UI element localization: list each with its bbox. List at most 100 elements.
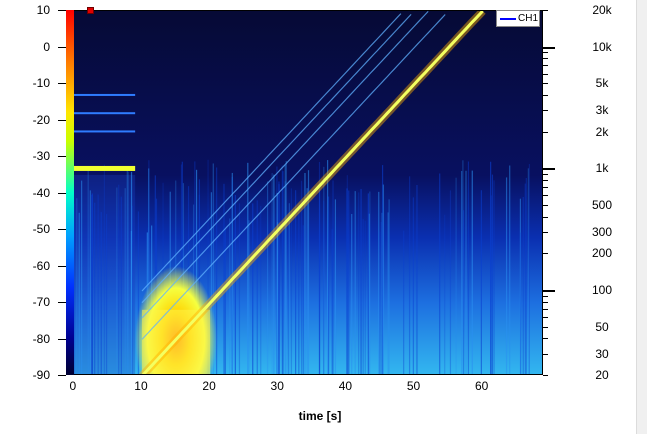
noise-streak bbox=[126, 168, 128, 374]
noise-streak bbox=[76, 198, 78, 374]
noise-streak bbox=[520, 232, 522, 374]
noise-streak bbox=[278, 181, 280, 374]
left-tick-label: -20 bbox=[32, 112, 50, 127]
noise-streak bbox=[105, 213, 108, 374]
noise-streak bbox=[351, 214, 353, 374]
noise-streak bbox=[247, 162, 249, 374]
right-tick-label: 2k bbox=[595, 124, 609, 139]
left-tick-mark bbox=[58, 119, 66, 121]
noise-streak bbox=[318, 189, 321, 374]
right-tick-label: 200 bbox=[591, 246, 613, 261]
noise-streak bbox=[467, 161, 470, 374]
noise-streak bbox=[524, 183, 526, 374]
noise-streak bbox=[281, 165, 283, 374]
noise-streak bbox=[284, 181, 286, 374]
noise-streak bbox=[525, 177, 527, 374]
bottom-tick-label: 20 bbox=[202, 379, 216, 393]
noise-streak bbox=[493, 180, 495, 374]
noise-streak bbox=[318, 161, 321, 374]
noise-streak bbox=[381, 212, 383, 374]
noise-streak bbox=[346, 175, 348, 374]
left-tick-mark bbox=[58, 10, 66, 11]
noise-streak bbox=[223, 183, 225, 374]
noise-streak bbox=[127, 171, 129, 374]
noise-streak bbox=[323, 166, 325, 374]
bottom-tick-label: 10 bbox=[134, 379, 148, 393]
noise-streak bbox=[367, 193, 369, 374]
noise-streak bbox=[379, 231, 381, 374]
noise-streak bbox=[382, 184, 384, 374]
right-tick-mark bbox=[543, 110, 548, 112]
noise-streak bbox=[78, 212, 80, 374]
right-tick-mark bbox=[543, 326, 548, 328]
legend[interactable]: CH1 bbox=[496, 10, 540, 27]
noise-streak bbox=[195, 169, 198, 374]
noise-streak bbox=[519, 198, 521, 374]
noise-streak bbox=[89, 190, 91, 374]
noise-streak bbox=[480, 190, 482, 374]
noise-streak bbox=[528, 164, 531, 374]
sweep-fundamental bbox=[141, 11, 484, 374]
noise-streak bbox=[461, 170, 463, 374]
right-tick-mark bbox=[543, 316, 548, 318]
noise-streak bbox=[444, 214, 446, 374]
noise-streak bbox=[118, 184, 120, 374]
noise-streak bbox=[284, 164, 286, 374]
noise-streak bbox=[290, 188, 293, 374]
left-tick-mark bbox=[58, 302, 66, 303]
noise-streak bbox=[81, 180, 83, 374]
right-tick-mark bbox=[543, 187, 548, 189]
noise-streak bbox=[369, 191, 371, 374]
noise-streak bbox=[408, 176, 411, 374]
noise-streak bbox=[327, 160, 329, 374]
noise-streak bbox=[87, 168, 89, 374]
bottom-tick-label: 40 bbox=[338, 379, 353, 393]
noise-streak bbox=[148, 168, 150, 374]
noise-streak bbox=[462, 160, 464, 374]
left-tick-mark bbox=[58, 83, 66, 84]
noise-streak bbox=[471, 170, 473, 374]
noise-streak bbox=[522, 196, 524, 374]
right-tick-label: 50 bbox=[595, 319, 609, 334]
noise-streak bbox=[97, 194, 99, 374]
right-tick-mark bbox=[543, 65, 548, 67]
left-tick-mark bbox=[58, 265, 66, 267]
spectrogram-plot-area[interactable] bbox=[66, 10, 543, 375]
right-tick-label: 500 bbox=[591, 197, 613, 212]
noise-streak bbox=[360, 189, 362, 374]
noise-streak bbox=[304, 172, 306, 374]
noise-streak bbox=[248, 220, 250, 374]
reference-tone bbox=[73, 112, 136, 115]
left-tick-mark bbox=[58, 46, 66, 48]
left-tick-mark bbox=[58, 229, 66, 230]
noise-streak bbox=[463, 210, 465, 374]
right-tick-mark bbox=[543, 58, 548, 60]
noise-streak bbox=[388, 199, 390, 374]
noise-streak bbox=[465, 170, 467, 374]
noise-streak bbox=[116, 187, 118, 374]
right-tick-label: 10k bbox=[592, 39, 612, 54]
sweep-harmonic bbox=[141, 11, 429, 319]
left-tick-mark bbox=[58, 375, 66, 376]
noise-streak bbox=[207, 159, 209, 374]
noise-streak bbox=[509, 165, 511, 374]
bottom-tick-label: 30 bbox=[270, 379, 284, 393]
noise-streak bbox=[323, 200, 325, 374]
noise-streak bbox=[505, 177, 508, 374]
left-tick-mark bbox=[58, 156, 66, 157]
left-tick-label: -30 bbox=[32, 149, 50, 163]
noise-streak bbox=[212, 163, 214, 374]
noise-streak bbox=[276, 192, 278, 374]
right-tick-label: 20k bbox=[592, 3, 612, 17]
sweep-harmonic bbox=[141, 13, 402, 292]
noise-streak bbox=[307, 170, 310, 374]
noise-streak bbox=[234, 194, 236, 374]
right-tick-mark bbox=[543, 338, 548, 340]
left-tick-label: -90 bbox=[32, 368, 50, 382]
noise-streak bbox=[282, 171, 284, 374]
position-marker[interactable] bbox=[87, 7, 94, 14]
window-edge-strip bbox=[636, 0, 647, 434]
x-axis-title: time [s] bbox=[298, 409, 342, 423]
left-tick-label: -70 bbox=[32, 295, 50, 309]
noise-streak bbox=[354, 191, 356, 374]
